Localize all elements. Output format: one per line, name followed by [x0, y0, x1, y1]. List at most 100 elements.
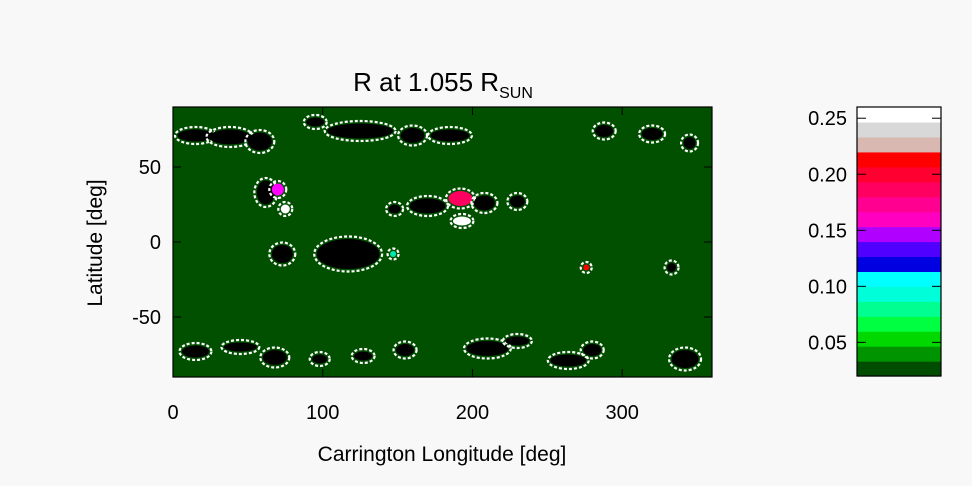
- region-edge: [449, 212, 475, 230]
- colorbar-tick-label: 0.25: [808, 108, 847, 130]
- map-plot: [173, 107, 712, 377]
- colorbar-band: [857, 211, 941, 228]
- colorbar-band: [857, 151, 941, 168]
- colorbar-band: [857, 286, 941, 302]
- x-tick-label: 200: [456, 402, 489, 424]
- region-edge: [579, 340, 605, 360]
- region: [223, 342, 257, 352]
- colorbar-band: [857, 361, 941, 377]
- region-edge: [470, 191, 499, 215]
- colorbar-band: [857, 301, 941, 317]
- region: [550, 354, 587, 367]
- region: [177, 129, 214, 142]
- region-edge: [396, 124, 429, 147]
- region-edge: [268, 241, 297, 267]
- colorbar-band: [857, 107, 941, 123]
- region: [452, 216, 471, 226]
- colorbar-band: [857, 346, 941, 362]
- colorbar: 0.05 0.10 0.15 0.20 0.25: [808, 106, 942, 377]
- region-edge: [405, 194, 450, 218]
- chart-title-main: R at 1.055 R: [353, 67, 499, 97]
- colorbar-band: [857, 226, 941, 243]
- region: [466, 341, 509, 356]
- region: [509, 195, 525, 208]
- region-edge: [663, 259, 680, 276]
- region: [327, 123, 394, 139]
- colorbar-frame: [856, 106, 942, 377]
- region-edge: [546, 350, 590, 371]
- region-edge: [308, 350, 331, 368]
- region: [262, 350, 287, 365]
- region: [306, 117, 325, 127]
- region-edge: [277, 200, 294, 218]
- colorbar-band: [857, 271, 941, 287]
- y-tick-label: 50: [139, 157, 161, 179]
- region: [181, 345, 209, 358]
- region-edge: [462, 337, 512, 360]
- region-edge: [579, 260, 593, 275]
- chart-title: R at 1.055 RSUN: [353, 67, 533, 102]
- region: [671, 350, 699, 368]
- region-edge: [220, 338, 261, 356]
- region: [583, 344, 602, 356]
- region: [271, 183, 284, 196]
- y-axis-label: Latitude [deg]: [84, 179, 107, 306]
- region-edge: [638, 124, 667, 144]
- region-edge: [385, 200, 405, 218]
- region: [316, 239, 380, 269]
- region-edge: [268, 179, 288, 200]
- region: [312, 354, 328, 364]
- colorbar-band: [857, 241, 941, 258]
- region: [641, 128, 663, 140]
- region-edge: [392, 340, 418, 360]
- region-edge: [426, 125, 474, 146]
- region-edge: [506, 191, 529, 212]
- region: [667, 263, 677, 272]
- colorbar-tick-label: 0.15: [808, 220, 847, 242]
- region: [400, 128, 425, 143]
- colorbar-band: [857, 181, 941, 198]
- region-edge: [667, 346, 703, 372]
- colorbar-tick-label: 0.10: [808, 276, 847, 298]
- map-axes: 0 100 200 300 50 0 -50: [132, 106, 713, 424]
- region: [208, 129, 251, 145]
- region: [448, 191, 473, 206]
- colorbar-tick-label: 0.20: [808, 164, 847, 186]
- region: [354, 351, 373, 361]
- region-edge: [244, 128, 276, 155]
- region: [388, 204, 401, 214]
- colorbar-band: [857, 316, 941, 332]
- region: [390, 251, 397, 257]
- x-tick-label: 300: [605, 402, 638, 424]
- region-edge: [679, 133, 700, 153]
- region: [271, 245, 293, 263]
- region-edge: [386, 247, 400, 261]
- region-edge: [444, 187, 477, 210]
- region-edge: [313, 235, 384, 273]
- region-edge: [350, 347, 376, 365]
- region-edge: [302, 113, 328, 131]
- colorbar-band: [857, 136, 941, 153]
- region-edge: [259, 346, 291, 369]
- region-edge: [178, 341, 213, 362]
- region: [247, 132, 272, 151]
- colorbar-tick-label: 0.05: [808, 332, 847, 354]
- region: [430, 129, 470, 142]
- x-tick-label: 100: [306, 402, 339, 424]
- x-axis-label: Carrington Longitude [deg]: [318, 443, 567, 466]
- region-edge: [323, 119, 397, 143]
- colorbar-band: [857, 196, 941, 213]
- x-tick-label: 0: [167, 402, 178, 424]
- region: [280, 204, 290, 214]
- region: [683, 137, 696, 149]
- colorbar-band: [857, 121, 941, 138]
- y-tick-label: 0: [150, 232, 161, 254]
- colorbar-band: [857, 166, 941, 183]
- colorbar-band: [857, 256, 941, 272]
- region: [473, 195, 495, 211]
- region: [256, 180, 275, 205]
- y-tick-label: -50: [132, 307, 161, 329]
- region: [595, 125, 614, 137]
- region: [409, 198, 446, 214]
